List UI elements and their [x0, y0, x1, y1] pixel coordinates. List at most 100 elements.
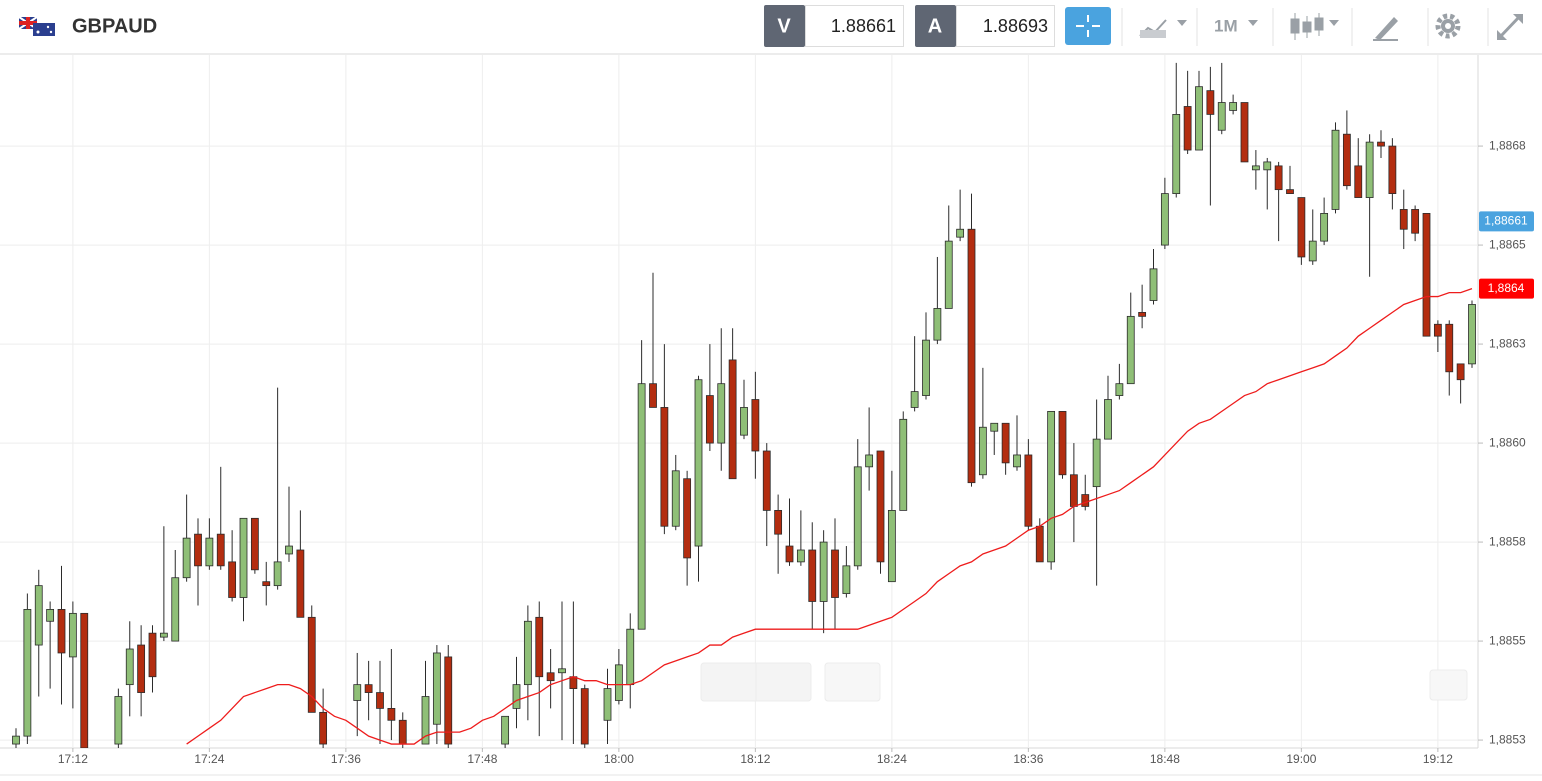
candle-body — [398, 719, 407, 745]
candle-body — [751, 399, 760, 452]
candle-body — [194, 533, 202, 567]
candle-body — [1456, 363, 1465, 381]
candle-body — [1468, 304, 1476, 365]
sell-label: V — [777, 15, 791, 37]
x-tick-label: 18:00 — [604, 752, 634, 766]
x-tick-label: 19:12 — [1423, 752, 1453, 766]
ma-marker-label: 1,8864 — [1488, 281, 1525, 295]
crosshair-button[interactable] — [1065, 7, 1111, 45]
candle-body — [23, 609, 32, 737]
candle-body — [1399, 209, 1408, 230]
candle-body — [705, 395, 714, 444]
y-tick-label: 1,8853 — [1489, 732, 1526, 746]
candle-body — [546, 672, 555, 682]
candle-body — [967, 228, 976, 484]
sell-price-box — [805, 5, 904, 47]
candle-body — [762, 450, 771, 511]
candle-body — [307, 616, 316, 713]
candle-body — [387, 708, 396, 721]
candle-body — [353, 684, 362, 701]
candle-body — [1263, 161, 1272, 171]
candle-body — [1126, 315, 1135, 385]
candle-body — [68, 612, 77, 658]
candle-body — [159, 632, 168, 638]
timeframe: 1M — [1214, 16, 1238, 35]
settings-button[interactable] — [1435, 13, 1461, 39]
candle-body — [250, 517, 259, 571]
candle-body — [125, 648, 134, 686]
candle-body — [364, 684, 373, 693]
candle-body — [899, 418, 908, 511]
price-marker-label: 1,88661 — [1484, 213, 1528, 227]
candle-body — [1092, 438, 1101, 488]
buy-label: A — [928, 15, 942, 37]
candle-body — [603, 688, 612, 721]
candle-body — [694, 379, 703, 547]
candle-body — [1445, 323, 1454, 373]
candle-body — [1183, 106, 1192, 151]
candle-body — [1035, 525, 1044, 563]
candle-body — [34, 585, 43, 646]
candle-body — [842, 565, 851, 594]
candle-body — [1013, 454, 1021, 468]
axes: 1,8853 1,8855 1,8858 1,8860 1,8863 1,8865 1,88… — [58, 138, 1534, 766]
candle-body — [683, 478, 692, 559]
candle-body — [1377, 141, 1385, 147]
candle-body — [865, 454, 874, 468]
x-tick-label: 18:48 — [1150, 752, 1180, 766]
candle-body — [273, 561, 282, 587]
fullscreen-button[interactable] — [1497, 14, 1523, 40]
y-tick-label: 1,8868 — [1489, 138, 1526, 152]
candle-body — [876, 450, 885, 563]
flag-icon — [18, 16, 55, 36]
candle-body — [910, 391, 919, 408]
chart-style-button[interactable] — [1139, 19, 1187, 38]
buy-button[interactable] — [915, 5, 956, 47]
candle-body — [944, 240, 953, 309]
candle-body — [1433, 323, 1442, 337]
candle-body — [558, 668, 566, 674]
candle-body — [1286, 189, 1294, 194]
scroll-button[interactable] — [1429, 669, 1468, 701]
candle-body — [171, 577, 180, 642]
x-tick-label: 18:24 — [877, 752, 907, 766]
sell-button[interactable] — [764, 5, 805, 47]
candle-body — [831, 549, 839, 598]
candle-body — [148, 632, 157, 678]
x-tick-label: 17:24 — [194, 752, 224, 766]
candle-body — [46, 609, 55, 622]
candle-body — [296, 549, 305, 618]
plot-area — [12, 62, 1476, 748]
candle-body — [1297, 197, 1306, 258]
candle-body — [1342, 133, 1351, 187]
x-tick-label: 18:12 — [740, 752, 770, 766]
toolbar-separators — [1121, 8, 1489, 46]
candle-body — [114, 696, 123, 745]
y-tick-label: 1,8858 — [1489, 534, 1526, 548]
candle-body — [796, 549, 805, 563]
candle-type-button[interactable] — [1290, 13, 1339, 40]
candle-body — [1138, 311, 1147, 317]
candle-body — [637, 383, 646, 630]
candle-body — [1104, 399, 1112, 440]
candle-body — [216, 533, 225, 567]
candle-body — [1195, 86, 1203, 151]
reset-button[interactable] — [824, 662, 881, 702]
candle-body — [1308, 240, 1317, 262]
candle-body — [808, 549, 817, 602]
candle-body — [1047, 410, 1056, 563]
candle-body — [1206, 90, 1215, 115]
candle-body — [933, 308, 942, 341]
candle-body — [535, 616, 544, 678]
candle-body — [1069, 474, 1078, 507]
candle-body — [1001, 422, 1010, 464]
candle-body — [580, 688, 589, 745]
sell-price: 1.88661 — [831, 16, 896, 36]
x-tick-label: 18:36 — [1013, 752, 1043, 766]
candle-body — [1251, 165, 1260, 171]
drawing-tool-button[interactable] — [1373, 17, 1398, 41]
timeframe-button[interactable]: 1M — [1214, 16, 1258, 35]
buy-price-box — [956, 5, 1055, 47]
candle-body — [432, 652, 441, 725]
